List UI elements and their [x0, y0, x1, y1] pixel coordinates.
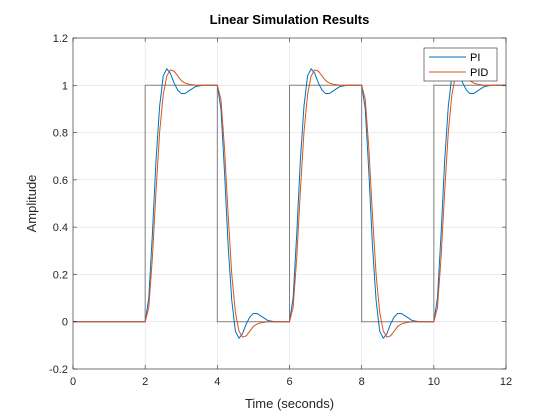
x-tick-label: 4 [214, 376, 220, 388]
y-tick-label: 0.4 [53, 222, 68, 234]
pi-response-line [73, 68, 506, 339]
input-signal-line [73, 84, 506, 323]
x-tick-label: 8 [359, 376, 365, 388]
y-axis-label: Amplitude [24, 175, 39, 233]
chart-title: Linear Simulation Results [210, 12, 370, 27]
y-tick-label: 0.8 [53, 128, 68, 140]
x-tick-label: 6 [286, 376, 292, 388]
x-tick-label: 12 [500, 376, 512, 388]
legend-label-pi: PI [470, 52, 480, 64]
legend: PI PID [423, 47, 498, 82]
tick-labels: 0 2 4 6 8 10 12-0.200.20.40.60.811.2 [49, 33, 512, 388]
series-layer [73, 68, 506, 339]
legend-box [423, 47, 498, 82]
y-tick-label: 1.2 [53, 33, 68, 45]
y-tick-label: 0.6 [53, 175, 68, 187]
legend-label-pid: PID [470, 67, 488, 79]
pid-response-line [73, 69, 506, 338]
x-axis-label: Time (seconds) [245, 396, 334, 411]
y-tick-label: 1 [62, 80, 68, 92]
x-tick-label: 10 [428, 376, 440, 388]
y-tick-label: 0.2 [53, 269, 68, 281]
x-tick-label: 0 [70, 376, 76, 388]
x-tick-label: 2 [142, 376, 148, 388]
ticks [72, 37, 507, 370]
y-tick-label: 0 [62, 317, 68, 329]
y-tick-label: -0.2 [49, 364, 68, 376]
